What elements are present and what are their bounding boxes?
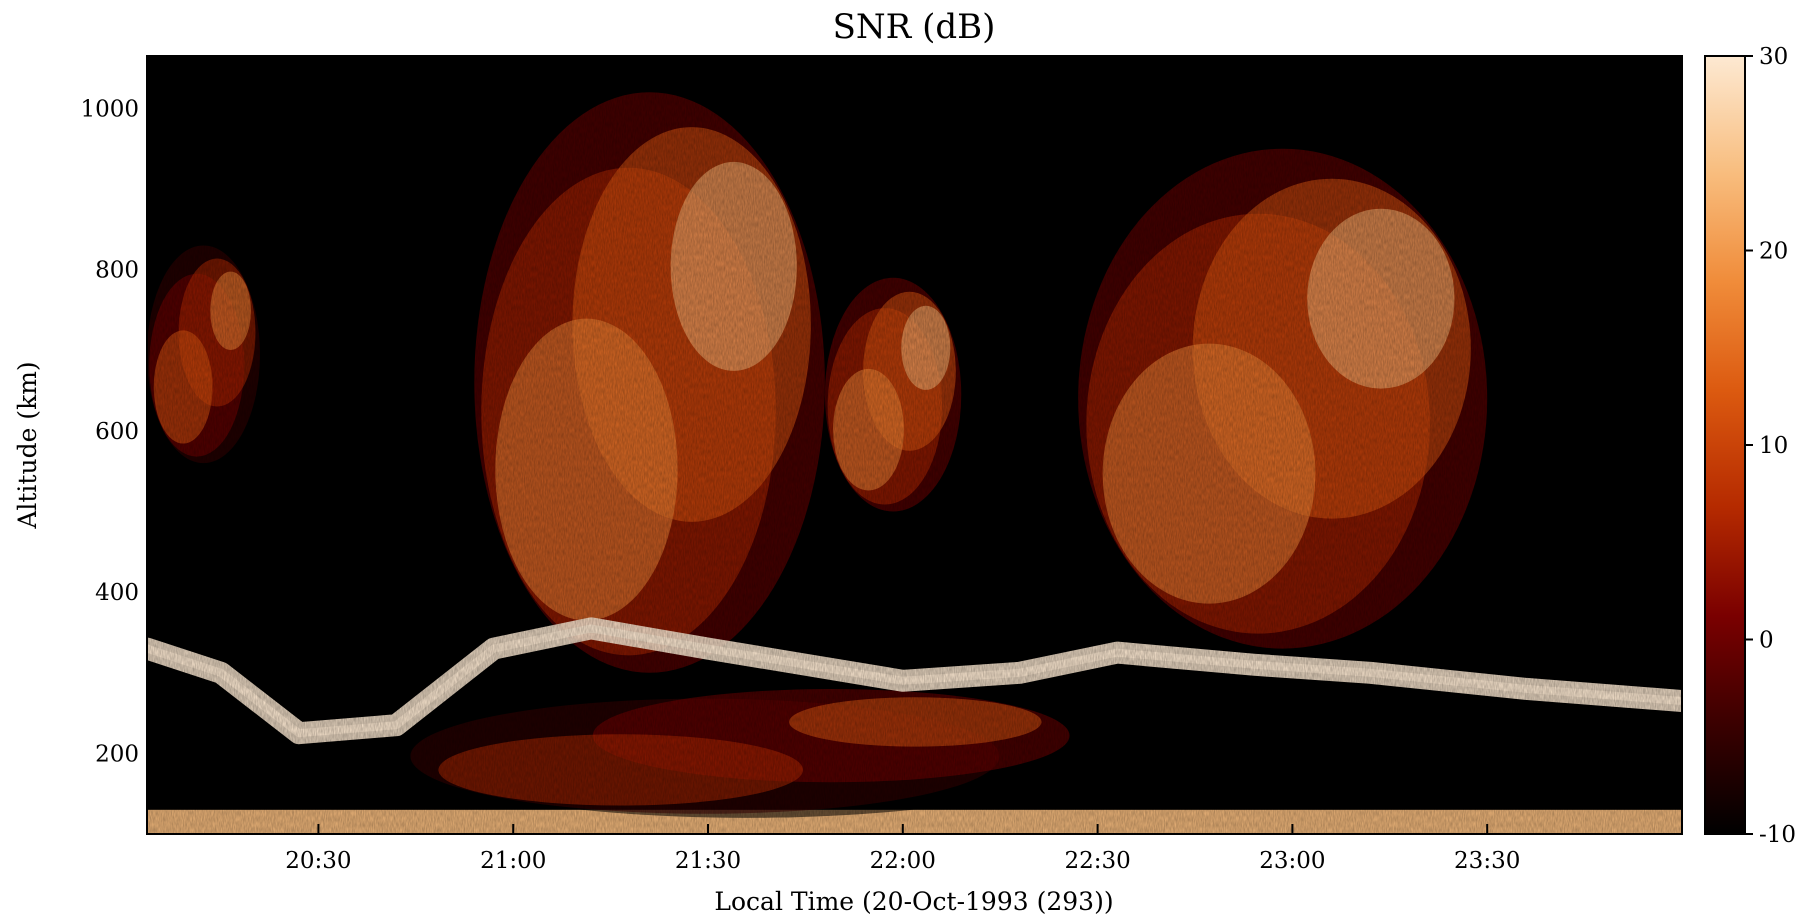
x-axis-ticks: 20:30 21:00 21:30 22:00 22:30 23:00 23:30 [285,824,1520,874]
heatmap-texture [147,56,1682,834]
y-tick-label: 200 [95,741,139,767]
x-axis-label: Local Time (20-Oct-1993 (293)) [714,887,1113,916]
colorbar-tick-label: 30 [1759,44,1788,70]
y-tick-label: 600 [95,419,139,445]
colorbar-tick-label: -10 [1759,822,1796,848]
y-tick-label: 1000 [80,96,139,122]
y-tick-label: 800 [95,258,139,284]
x-tick-label: 22:00 [870,848,936,874]
plot-frame [146,55,1683,835]
x-tick-label: 20:30 [285,848,351,874]
y-axis-ticks: 200 400 600 800 1000 [80,96,159,767]
colorbar [1704,55,1746,835]
plot-area [147,56,1682,834]
colorbar-ticks: -10 0 10 20 30 [1745,44,1796,848]
x-tick-label: 21:30 [675,848,741,874]
x-tick-label: 23:00 [1259,848,1325,874]
x-tick-label: 23:30 [1454,848,1520,874]
chart-title: SNR (dB) [833,7,996,47]
x-tick-label: 21:00 [480,848,546,874]
y-tick-label: 400 [95,580,139,606]
colorbar-tick-label: 20 [1759,239,1788,265]
colorbar-tick-label: 10 [1759,433,1788,459]
y-axis-label: Altitude (km) [13,361,42,529]
x-tick-label: 22:30 [1064,848,1130,874]
colorbar-tick-label: 0 [1759,628,1774,654]
